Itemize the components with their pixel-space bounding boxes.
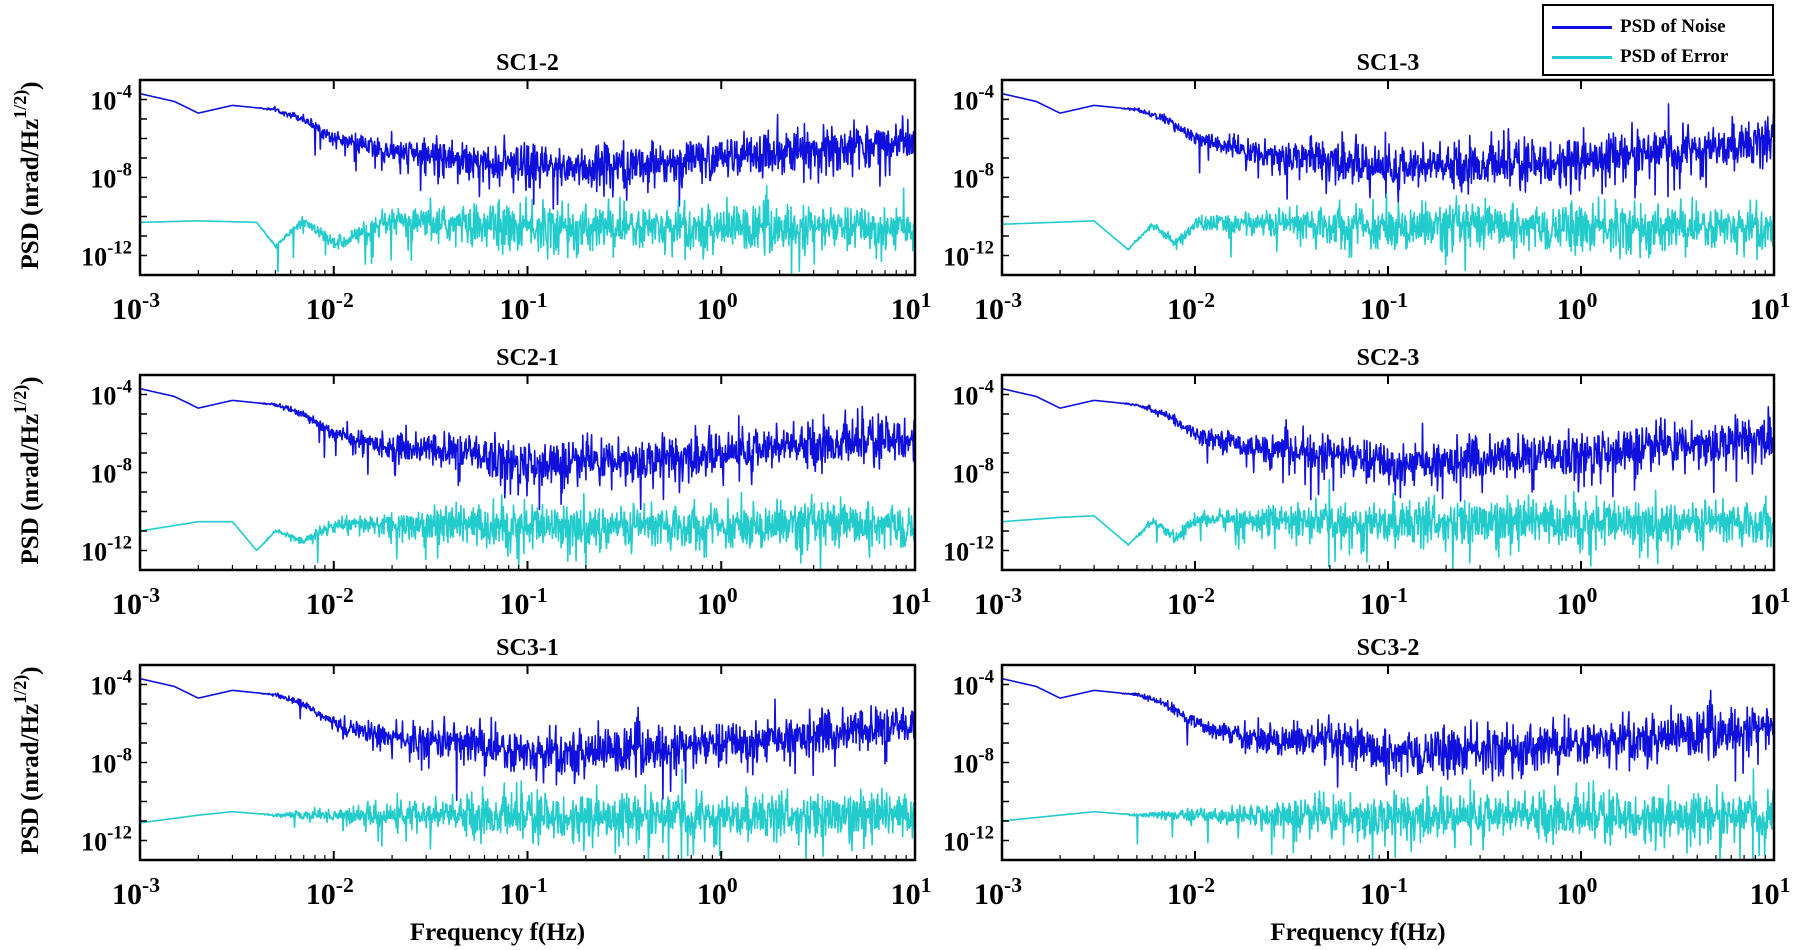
x-tick-label: 10-2	[306, 873, 354, 911]
series-line-noise	[1002, 677, 1774, 788]
y-tick-label: 10-4	[90, 377, 132, 411]
x-axis-label: Frequency f(Hz)	[410, 919, 585, 946]
y-tick-label: 10-12	[81, 238, 132, 272]
chart-panel-sc3-1: 10-3 10-2 10-1 100 101 10-12 10-8 10-4 SC3-1 PSD …	[10, 635, 931, 946]
chart-panel-sc2-1: 10-3 10-2 10-1 100 101 10-12 10-8 10-4 SC2-1 PSD …	[10, 345, 931, 621]
series-line-error	[1002, 193, 1774, 272]
x-tick-label: 10-2	[1167, 583, 1215, 621]
x-tick-label: 10-1	[1360, 288, 1408, 326]
legend-entry-noise: PSD of Noise	[1552, 12, 1726, 42]
x-axis-label: Frequency f(Hz)	[1270, 919, 1445, 946]
x-tick-label: 10-2	[1167, 288, 1215, 326]
x-tick-label: 100	[1557, 873, 1598, 911]
x-tick-label: 10-3	[974, 873, 1022, 911]
x-tick-label: 100	[1557, 288, 1598, 326]
y-tick-label: 10-4	[90, 82, 132, 116]
x-tick-label: 101	[1750, 288, 1791, 326]
x-tick-label: 101	[891, 583, 932, 621]
series-line-noise	[140, 387, 915, 511]
plot-frame	[1000, 78, 1776, 277]
y-tick-label: 10-8	[952, 160, 994, 194]
y-tick-label: 10-4	[952, 82, 994, 116]
chart-title: SC2-1	[496, 345, 559, 371]
y-tick-label: 10-12	[943, 533, 994, 567]
y-tick-label: 10-12	[81, 823, 132, 857]
x-tick-label: 101	[1750, 583, 1791, 621]
x-tick-label: 100	[697, 288, 738, 326]
y-axis-label: PSD (nrad/Hz1/2))	[10, 376, 44, 564]
x-tick-label: 101	[1750, 873, 1791, 911]
legend-entry-error: PSD of Error	[1552, 42, 1728, 72]
x-tick-label: 10-2	[306, 288, 354, 326]
y-tick-label: 10-8	[952, 455, 994, 489]
x-tick-label: 10-1	[500, 873, 548, 911]
y-tick-label: 10-12	[943, 238, 994, 272]
x-tick-label: 10-1	[1360, 583, 1408, 621]
y-tick-label: 10-8	[90, 745, 132, 779]
series-line-error	[1002, 768, 1774, 860]
x-tick-label: 10-3	[112, 288, 160, 326]
series-line-noise	[140, 677, 915, 802]
x-tick-label: 10-1	[1360, 873, 1408, 911]
x-tick-label: 100	[1557, 583, 1598, 621]
chart-panel-sc2-3: 10-3 10-2 10-1 100 101 10-12 10-8 10-4 SC2-3	[943, 345, 1790, 621]
y-tick-label: 10-8	[952, 745, 994, 779]
x-tick-label: 10-3	[112, 583, 160, 621]
legend: PSD of Noise PSD of Error	[1542, 4, 1774, 76]
series-line-error	[140, 491, 915, 570]
chart-title: SC3-1	[496, 635, 559, 661]
x-tick-label: 10-3	[974, 583, 1022, 621]
y-axis-label: PSD (nrad/Hz1/2))	[10, 666, 44, 854]
x-tick-label: 10-3	[974, 288, 1022, 326]
x-tick-label: 10-3	[112, 873, 160, 911]
legend-line-noise	[1552, 25, 1612, 29]
x-tick-label: 10-1	[500, 583, 548, 621]
y-tick-label: 10-12	[943, 823, 994, 857]
series-line-noise	[1002, 387, 1774, 502]
chart-title: SC3-2	[1357, 635, 1420, 661]
series-line-error	[140, 184, 915, 275]
y-tick-label: 10-4	[952, 377, 994, 411]
x-tick-label: 101	[891, 288, 932, 326]
series-line-noise	[1002, 92, 1774, 203]
series-line-error	[1002, 478, 1774, 570]
y-tick-label: 10-8	[90, 455, 132, 489]
series-line-noise	[140, 92, 915, 210]
y-axis-label: PSD (nrad/Hz1/2))	[10, 81, 44, 269]
legend-label-noise: PSD of Noise	[1620, 16, 1726, 37]
chart-title: SC1-3	[1357, 50, 1420, 76]
x-tick-label: 100	[697, 873, 738, 911]
y-tick-label: 10-4	[952, 667, 994, 701]
x-tick-label: 10-2	[306, 583, 354, 621]
chart-panel-sc1-2: 10-3 10-2 10-1 100 101 10-12 10-8 10-4 SC1-2 PSD …	[10, 50, 931, 326]
x-tick-label: 10-1	[500, 288, 548, 326]
x-tick-label: 100	[697, 583, 738, 621]
chart-title: SC2-3	[1357, 345, 1420, 371]
chart-panel-sc3-2: 10-3 10-2 10-1 100 101 10-12 10-8 10-4 SC3-2 Freq…	[943, 635, 1790, 946]
y-tick-label: 10-8	[90, 160, 132, 194]
y-tick-label: 10-12	[81, 533, 132, 567]
legend-line-error	[1552, 55, 1612, 59]
y-tick-label: 10-4	[90, 667, 132, 701]
chart-panel-sc1-3: 10-3 10-2 10-1 100 101 10-12 10-8 10-4 SC1-3	[943, 50, 1790, 326]
series-line-error	[140, 768, 915, 860]
chart-title: SC1-2	[496, 50, 559, 76]
legend-label-error: PSD of Error	[1620, 46, 1729, 67]
x-tick-label: 10-2	[1167, 873, 1215, 911]
x-tick-label: 101	[891, 873, 932, 911]
